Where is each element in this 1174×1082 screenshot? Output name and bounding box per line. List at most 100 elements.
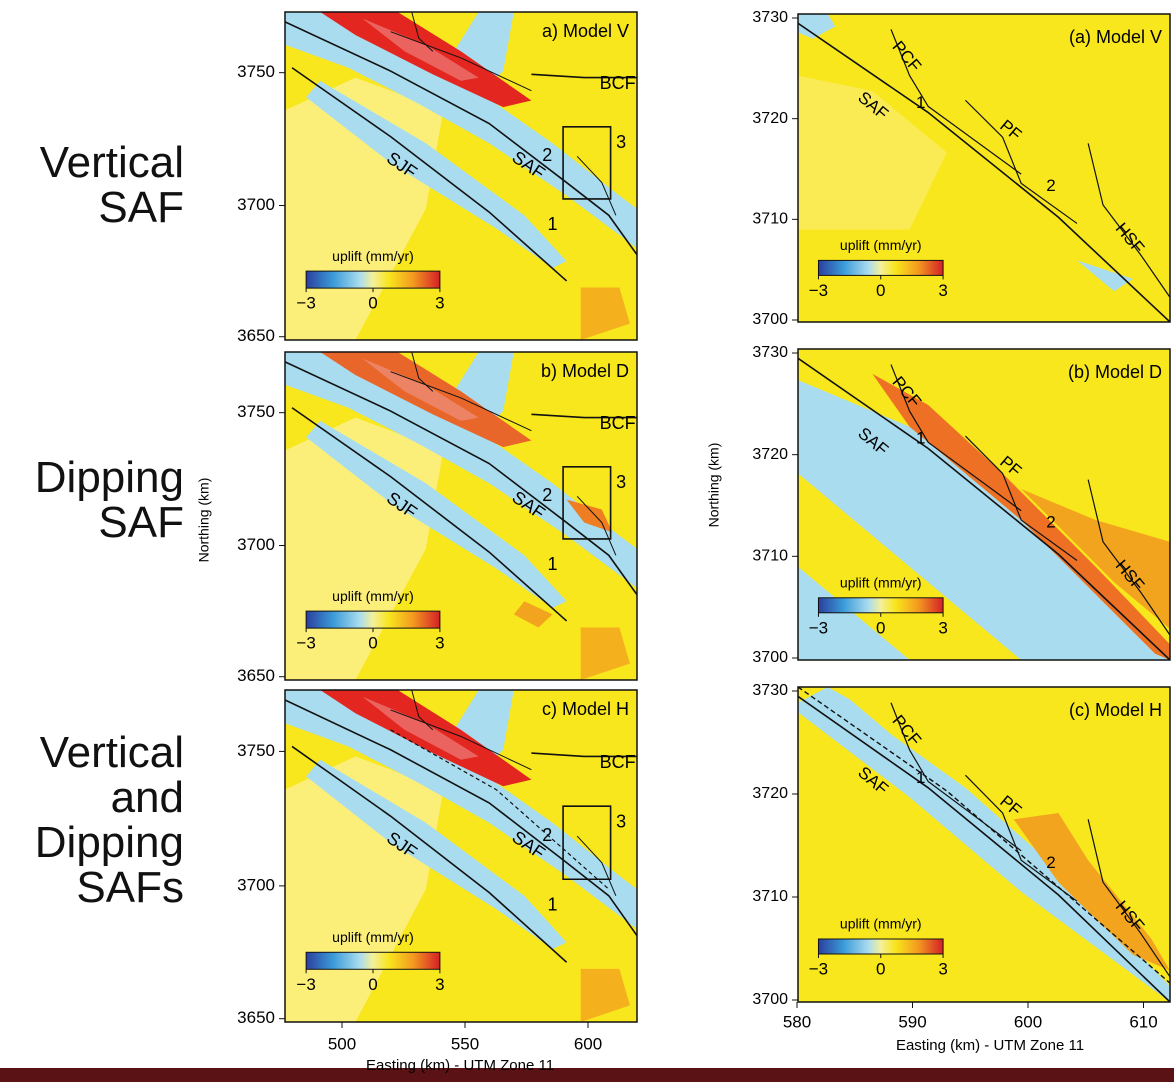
- map: [285, 690, 637, 1022]
- map-label: 1: [916, 768, 925, 787]
- y-axis-title: Northing (km): [196, 478, 212, 563]
- map: [798, 687, 1170, 1002]
- colorbar: [306, 271, 440, 288]
- colorbar-tick-label: 3: [938, 618, 947, 637]
- row-label-line: SAFs: [35, 865, 184, 910]
- y-tick-label: 3730: [752, 344, 788, 361]
- map-label: BCF: [600, 73, 636, 93]
- row-label-line: and: [35, 775, 184, 820]
- x-tick-label: 610: [1129, 1012, 1157, 1031]
- colorbar-tick-label: 0: [368, 294, 377, 313]
- colorbar-tick-label: −3: [809, 281, 828, 300]
- colorbar-label: uplift (mm/yr): [332, 588, 414, 604]
- map-label: 1: [548, 895, 558, 915]
- row-label-line: SAF: [35, 500, 184, 545]
- colorbar-tick-label: 3: [435, 975, 444, 994]
- map-label: c) Model H: [542, 699, 629, 719]
- y-axis-title: Northing (km): [706, 443, 722, 528]
- x-tick-label: 600: [574, 1034, 602, 1053]
- colorbar-tick-label: 0: [876, 959, 885, 978]
- map-label: 1: [548, 214, 558, 234]
- map-label: BCF: [600, 752, 636, 772]
- y-tick-label: 3700: [237, 195, 275, 214]
- colorbar-tick-label: −3: [296, 634, 315, 653]
- y-tick-label: 3750: [237, 402, 275, 421]
- y-tick-label: 3750: [237, 741, 275, 760]
- map-label: (c) Model H: [1069, 700, 1162, 720]
- y-tick-label: 3700: [237, 875, 275, 894]
- map-label: 3: [616, 132, 626, 152]
- y-tick-label: 3730: [752, 9, 788, 26]
- x-tick-label: 500: [328, 1034, 356, 1053]
- y-tick-label: 3710: [752, 548, 788, 565]
- row-label-line: Dipping: [35, 820, 184, 865]
- y-tick-label: 3720: [752, 446, 788, 463]
- colorbar-tick-label: 3: [938, 281, 947, 300]
- y-tick-label: 3720: [752, 785, 788, 802]
- colorbar-tick-label: 3: [435, 634, 444, 653]
- colorbar-tick-label: −3: [296, 975, 315, 994]
- map-label: 2: [1046, 853, 1055, 872]
- map-label: a) Model V: [542, 21, 629, 41]
- colorbar-label: uplift (mm/yr): [840, 575, 922, 591]
- colorbar-label: uplift (mm/yr): [840, 916, 922, 932]
- y-tick-label: 3720: [752, 110, 788, 127]
- map-label: 2: [542, 825, 552, 845]
- map-label: (a) Model V: [1069, 27, 1162, 47]
- y-tick-label: 3710: [752, 888, 788, 905]
- x-tick-label: 600: [1014, 1012, 1042, 1031]
- y-tick-label: 3650: [237, 326, 275, 345]
- map-label: 2: [1046, 513, 1055, 532]
- row-label-line: Vertical: [40, 140, 184, 185]
- colorbar-tick-label: −3: [296, 294, 315, 313]
- x-tick-label: 590: [898, 1012, 926, 1031]
- map-label: b) Model D: [541, 361, 629, 381]
- y-tick-label: 3650: [237, 666, 275, 685]
- y-tick-label: 3730: [752, 682, 788, 699]
- map-label: 3: [616, 812, 626, 832]
- y-tick-label: 3700: [237, 535, 275, 554]
- colorbar: [818, 260, 943, 275]
- y-tick-label: 3700: [752, 649, 788, 666]
- row-label-line: Vertical: [35, 730, 184, 775]
- map-label: 1: [548, 554, 558, 574]
- map: [285, 12, 637, 340]
- map: [285, 352, 637, 680]
- colorbar: [306, 611, 440, 628]
- colorbar-tick-label: 0: [368, 634, 377, 653]
- row-label-line: Dipping: [35, 455, 184, 500]
- colorbar-label: uplift (mm/yr): [840, 237, 922, 253]
- colorbar-tick-label: 3: [435, 294, 444, 313]
- x-tick-label: 580: [783, 1012, 811, 1031]
- map: [798, 349, 1170, 660]
- colorbar: [818, 939, 943, 954]
- row-label: DippingSAF: [35, 455, 184, 545]
- colorbar-tick-label: 0: [876, 618, 885, 637]
- footer-bar: [0, 1068, 1174, 1082]
- map-label: 1: [916, 93, 925, 112]
- colorbar-tick-label: −3: [809, 618, 828, 637]
- colorbar-tick-label: 3: [938, 959, 947, 978]
- map-label: 3: [616, 472, 626, 492]
- y-tick-label: 3700: [752, 311, 788, 328]
- map-label: (b) Model D: [1068, 362, 1162, 382]
- colorbar-tick-label: −3: [809, 959, 828, 978]
- map-label: 2: [542, 485, 552, 505]
- map-label: BCF: [600, 413, 636, 433]
- colorbar: [306, 952, 440, 969]
- map-label: 2: [542, 145, 552, 165]
- colorbar-label: uplift (mm/yr): [332, 929, 414, 945]
- x-axis-title: Easting (km) - UTM Zone 11: [366, 1057, 554, 1074]
- y-tick-label: 3710: [752, 211, 788, 228]
- map-label: 1: [916, 429, 925, 448]
- colorbar-tick-label: 0: [876, 281, 885, 300]
- y-tick-label: 3700: [752, 991, 788, 1008]
- x-axis-title: Easting (km) - UTM Zone 11: [896, 1037, 1084, 1054]
- page: {"row_labels":[["Vertical","SAF"],["Dipp…: [0, 0, 1174, 1082]
- colorbar-tick-label: 0: [368, 975, 377, 994]
- row-label-line: SAF: [40, 185, 184, 230]
- colorbar: [818, 598, 943, 613]
- y-tick-label: 3650: [237, 1008, 275, 1027]
